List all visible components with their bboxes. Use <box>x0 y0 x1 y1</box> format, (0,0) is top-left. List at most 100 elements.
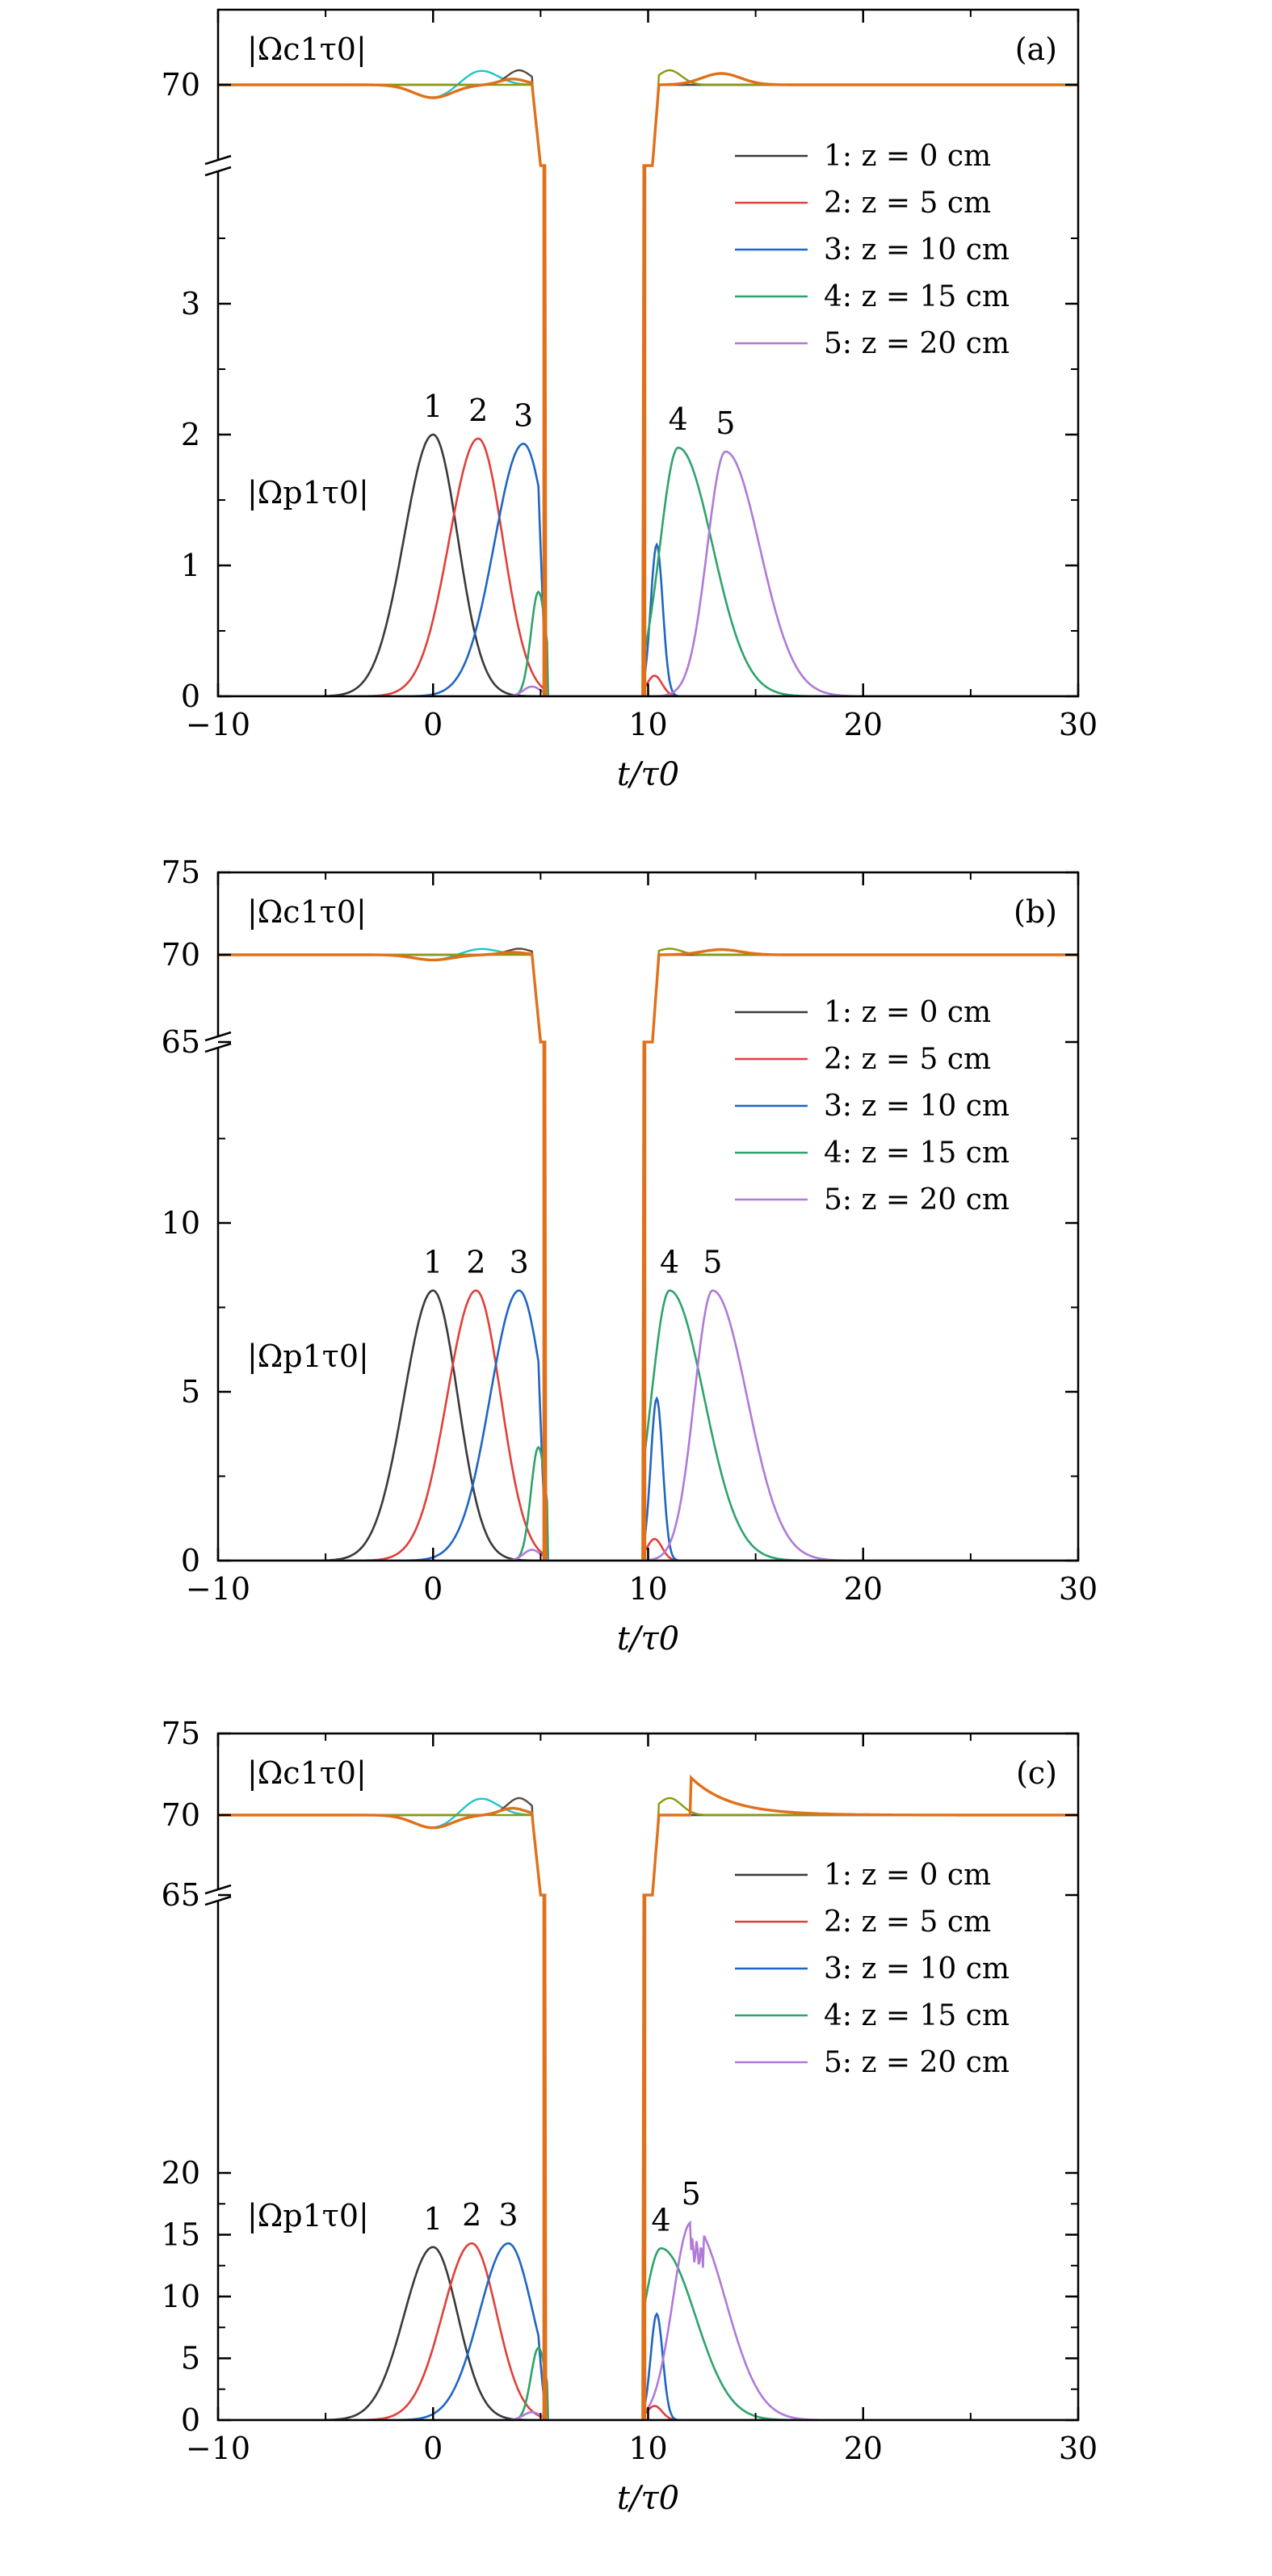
x-tick-label: 10 <box>628 1571 667 1607</box>
peak-label-2: 2 <box>468 393 488 428</box>
x-tick-label: 20 <box>844 707 883 742</box>
x-tick-label: −10 <box>186 707 250 742</box>
probe-field-axis-label: |Ωp1τ0| <box>247 475 369 511</box>
x-tick-label: 20 <box>844 2431 883 2466</box>
peak-label-3: 3 <box>510 1245 529 1280</box>
x-axis-title: t/τ0 <box>617 756 679 793</box>
panel-1: −10 0 10 20 30t/τ00510657075|Ωc1τ0||Ωp1τ0|(b… <box>162 855 1098 1658</box>
panel-2: −10 0 10 20 30t/τ005101520657075|Ωc1τ0||Ωp1τ… <box>162 1716 1098 2517</box>
x-axis-title: t/τ0 <box>617 2480 679 2517</box>
legend-entry-3: 3: z = 10 cm <box>824 1952 1010 1986</box>
axis-break-mark <box>204 1895 232 1906</box>
x-axis-title: t/τ0 <box>617 1620 679 1658</box>
x-tick-label: 0 <box>423 707 443 742</box>
y-top-tick-label: 70 <box>162 1797 200 1833</box>
peak-label-3: 3 <box>498 2197 518 2233</box>
x-tick-label: −10 <box>186 1571 250 1607</box>
legend-entry-2: 2: z = 5 cm <box>824 187 991 220</box>
y-tick-label: 0 <box>181 1543 200 1578</box>
y-tick-label: 0 <box>181 679 200 714</box>
probe-series-4 <box>218 446 1078 696</box>
axis-break-gap <box>207 159 229 172</box>
probe-series-4 <box>218 1289 1078 1561</box>
y-tick-label: 15 <box>162 2217 200 2253</box>
x-tick-label: 30 <box>1059 1571 1098 1607</box>
probe-series-1 <box>218 433 1078 696</box>
peak-label-5: 5 <box>716 406 735 441</box>
panel-label: (b) <box>1014 894 1057 930</box>
plot-area <box>218 69 1078 696</box>
legend-entry-1: 1: z = 0 cm <box>824 140 991 173</box>
control-field-dark <box>218 1796 1078 2420</box>
panel-0: −10 0 10 20 30t/τ0012370|Ωc1τ0||Ωp1τ0|(a)1: … <box>162 8 1098 793</box>
control-field-axis-label: |Ωc1τ0| <box>247 1755 367 1791</box>
legend-entry-3: 3: z = 10 cm <box>824 233 1010 267</box>
y-top-tick-label: 70 <box>162 937 200 973</box>
peak-label-2: 2 <box>462 2197 481 2233</box>
probe-series-3 <box>218 442 1078 696</box>
peak-label-1: 1 <box>423 1245 443 1280</box>
probe-series-1 <box>218 1289 1078 1561</box>
peak-label-5: 5 <box>703 1245 722 1280</box>
x-tick-label: 0 <box>423 1571 443 1607</box>
y-tick-label: 20 <box>162 2155 200 2191</box>
control-field-orange <box>218 948 1078 1561</box>
y-tick-label: 3 <box>181 286 200 321</box>
legend-entry-5: 5: z = 20 cm <box>824 2046 1010 2079</box>
x-tick-label: 10 <box>628 2431 667 2466</box>
legend-entry-5: 5: z = 20 cm <box>824 1183 1010 1217</box>
control-field-axis-label: |Ωc1τ0| <box>247 32 367 67</box>
legend-entry-5: 5: z = 20 cm <box>824 327 1010 360</box>
legend-entry-4: 4: z = 15 cm <box>824 1137 1010 1170</box>
control-field-axis-label: |Ωc1τ0| <box>247 894 367 930</box>
legend-entry-4: 4: z = 15 cm <box>824 280 1010 313</box>
x-tick-label: 0 <box>423 2431 443 2466</box>
plot-area <box>218 948 1078 1561</box>
probe-series-3 <box>218 1289 1078 1561</box>
legend-entry-2: 2: z = 5 cm <box>824 1906 991 1939</box>
peak-label-3: 3 <box>514 397 533 433</box>
peak-label-4: 4 <box>651 2202 670 2238</box>
control-field-orange <box>218 72 1078 696</box>
control-field-orange <box>218 1774 1078 2420</box>
legend-entry-4: 4: z = 15 cm <box>824 1999 1010 2032</box>
x-tick-label: 30 <box>1059 707 1098 742</box>
probe-field-axis-label: |Ωp1τ0| <box>247 2198 369 2234</box>
y-tick-label: 5 <box>181 2341 200 2376</box>
panel-label: (c) <box>1016 1755 1057 1791</box>
y-top-tick-label: 65 <box>162 1877 200 1913</box>
y-top-tick-label: 70 <box>162 67 200 103</box>
peak-label-5: 5 <box>682 2176 701 2212</box>
probe-series-1 <box>218 2246 1078 2420</box>
legend-entry-2: 2: z = 5 cm <box>824 1043 991 1076</box>
y-tick-label: 0 <box>181 2402 200 2438</box>
probe-series-3 <box>218 2242 1078 2420</box>
control-field-cyan <box>218 1797 1078 2420</box>
legend-entry-1: 1: z = 0 cm <box>824 996 991 1029</box>
y-top-tick-label: 75 <box>162 855 200 890</box>
legend-entry-1: 1: z = 0 cm <box>824 1859 991 1892</box>
legend-entry-3: 3: z = 10 cm <box>824 1090 1010 1123</box>
y-top-tick-label: 65 <box>162 1024 200 1060</box>
axis-break-mark <box>204 1042 232 1053</box>
peak-label-2: 2 <box>466 1245 485 1280</box>
axis-break-mark <box>204 154 232 166</box>
peak-label-1: 1 <box>423 2201 443 2237</box>
x-tick-label: 30 <box>1059 2431 1098 2466</box>
peak-label-4: 4 <box>669 401 688 437</box>
y-top-tick-label: 75 <box>162 1716 200 1751</box>
probe-field-axis-label: |Ωp1τ0| <box>247 1338 369 1374</box>
plot-frame <box>216 871 1080 1562</box>
x-tick-label: −10 <box>186 2431 250 2466</box>
panel-label: (a) <box>1015 32 1057 67</box>
probe-series-4 <box>218 2246 1078 2420</box>
y-tick-label: 10 <box>162 1205 200 1241</box>
peak-label-4: 4 <box>660 1245 679 1280</box>
axis-break-mark <box>204 166 232 177</box>
y-tick-label: 10 <box>162 2279 200 2314</box>
x-tick-label: 20 <box>844 1571 883 1607</box>
peak-label-1: 1 <box>423 389 443 424</box>
probe-series-2 <box>218 2242 1078 2420</box>
axis-break-mark <box>204 1031 232 1042</box>
